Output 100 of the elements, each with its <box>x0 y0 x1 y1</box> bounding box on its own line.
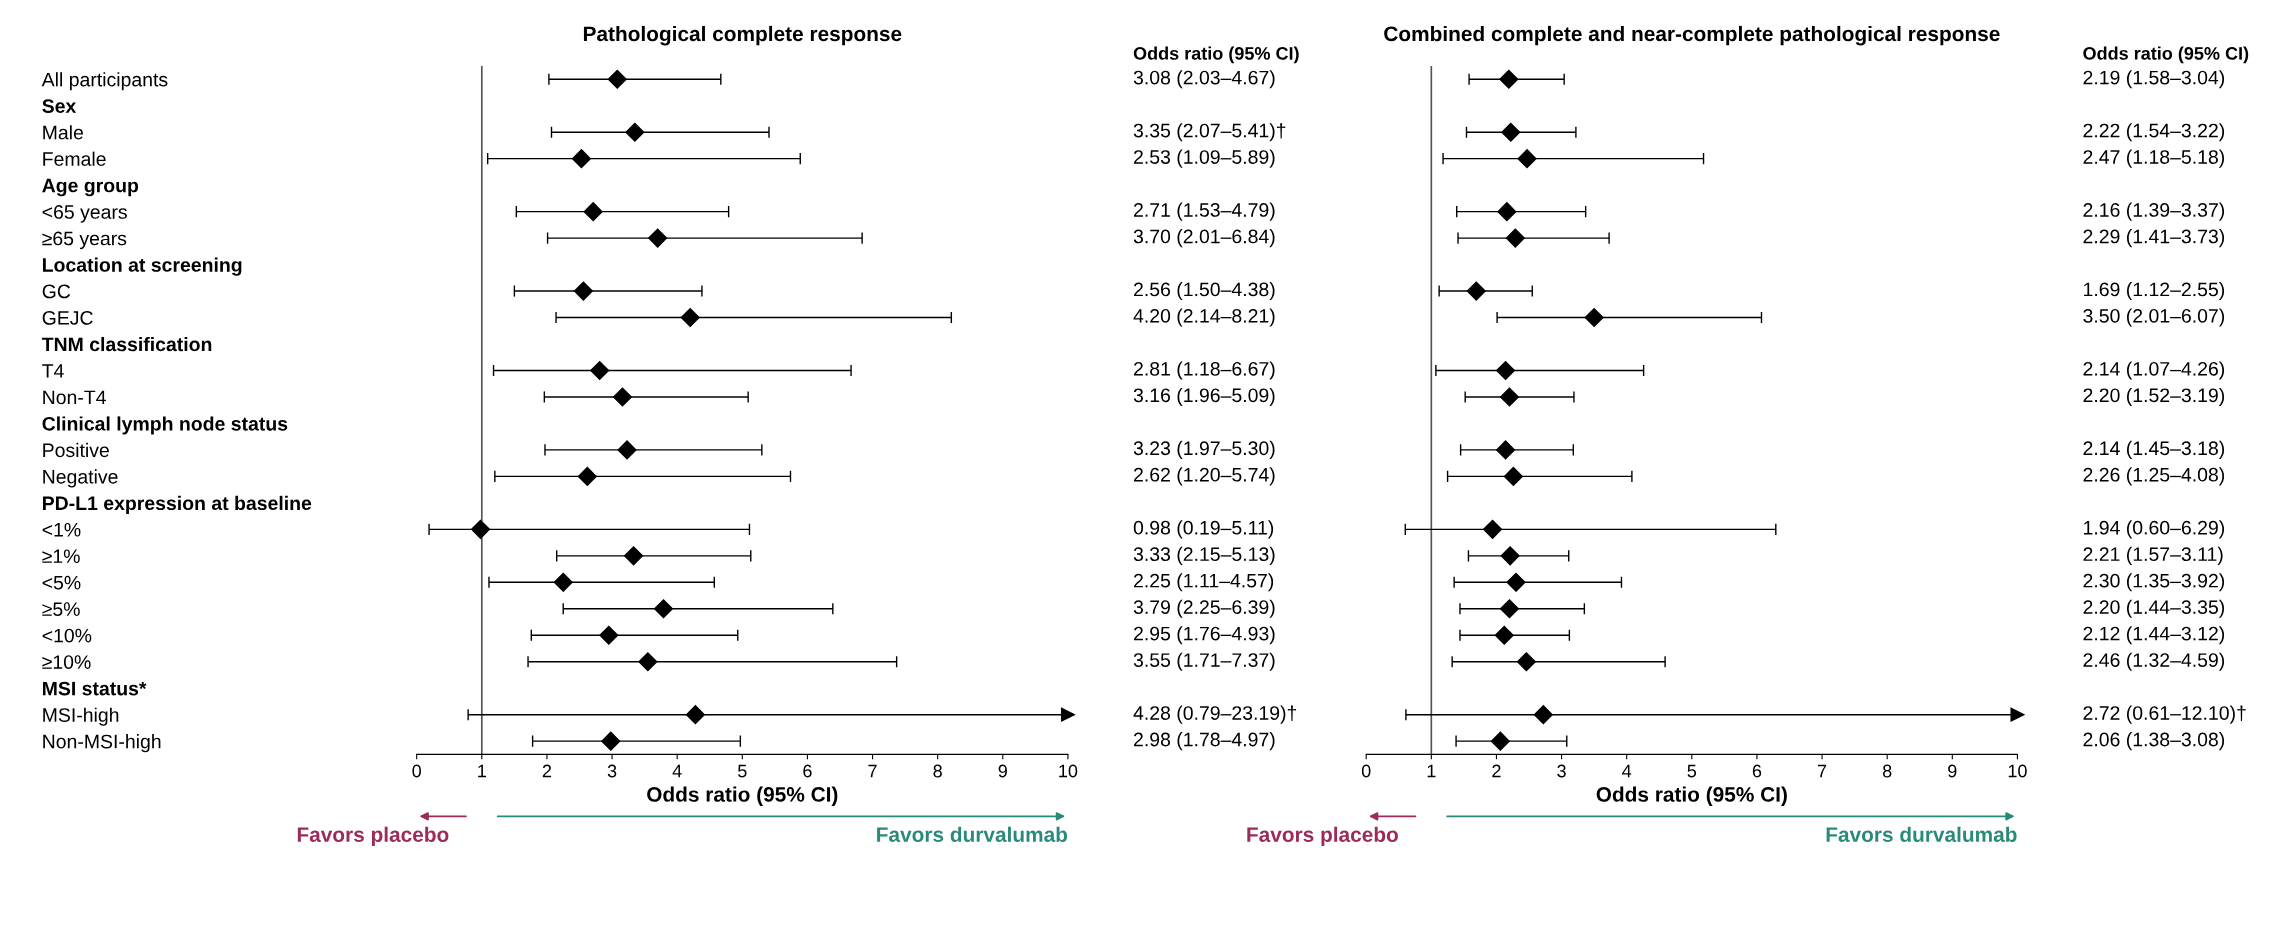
point <box>1499 599 1520 619</box>
x-tick-label: 2 <box>542 764 552 778</box>
point <box>1516 652 1536 672</box>
point <box>1501 122 1521 142</box>
text: 2.26 (1.25–4.08) <box>2083 467 2225 486</box>
point <box>1490 731 1510 751</box>
x-tick-label: 5 <box>738 764 747 778</box>
x-tick-label: 3 <box>607 764 617 778</box>
text: 2.14 (1.07–4.26) <box>2083 361 2225 380</box>
point <box>1499 387 1520 407</box>
y-tick-label: Clinical lymph node status <box>42 416 288 435</box>
y-tick-label: Negative <box>43 469 118 488</box>
text: 2.19 (1.58–3.04) <box>2083 70 2225 89</box>
text: 3.55 (1.71–7.37) <box>1133 652 1275 671</box>
y-tick-label: All participants <box>41 72 168 91</box>
text: 2.98 (1.78–4.97) <box>1134 732 1275 751</box>
x-tick-label: 8 <box>1882 764 1892 778</box>
text: 2.81 (1.18–6.67) <box>1134 361 1275 380</box>
x-axis-title: Odds ratio (95% CI) <box>647 786 838 806</box>
y-tick-label: Male <box>43 125 83 140</box>
point <box>1494 625 1514 645</box>
x-tick-label: 0 <box>412 764 422 778</box>
x-tick-label: 6 <box>1752 764 1762 778</box>
y-tick-label: ≥65 years <box>42 231 127 250</box>
text: 1.69 (1.12–2.55) <box>2084 282 2225 301</box>
point <box>685 705 705 725</box>
text: 2.62 (1.20–5.74) <box>1134 467 1275 486</box>
text: 2.20 (1.52–3.19) <box>2083 387 2225 407</box>
text: Favors placebo <box>297 826 449 847</box>
x-tick-label: 0 <box>1361 764 1371 778</box>
y-tick-label: ≥5% <box>42 602 80 617</box>
x-axis-title: Odds ratio (95% CI) <box>1596 786 1787 806</box>
text: 2.29 (1.41–3.73) <box>2083 229 2225 248</box>
text: 2.72 (0.61–12.10)† <box>2083 705 2246 724</box>
text: 4.20 (2.14–8.21) <box>1133 308 1275 327</box>
text: 3.16 (1.96–5.09) <box>1133 387 1275 407</box>
x-tick-label: 2 <box>1492 764 1501 778</box>
point <box>573 281 593 301</box>
point <box>1505 228 1525 248</box>
point <box>1496 360 1516 381</box>
point <box>1497 202 1517 222</box>
x-tick-label: 7 <box>868 764 877 778</box>
text: 2.25 (1.11–4.57) <box>1134 573 1274 592</box>
text: 3.23 (1.97–5.30) <box>1133 440 1275 459</box>
text: 2.06 (1.38–3.08) <box>2083 732 2225 751</box>
text: 2.14 (1.45–3.18) <box>2083 440 2225 459</box>
y-tick-label: GC <box>42 284 71 299</box>
point <box>590 360 610 381</box>
text: 2.47 (1.18–5.18) <box>2083 149 2225 168</box>
y-tick-label: Positive <box>43 442 109 458</box>
y-tick-label: MSI-high <box>43 707 119 726</box>
text: 3.79 (2.25–6.39) <box>1133 599 1275 618</box>
y-tick-label: Sex <box>42 99 77 113</box>
text: 3.33 (2.15–5.13) <box>1133 546 1275 565</box>
text: 2.30 (1.35–3.92) <box>2083 573 2225 592</box>
text: 2.20 (1.44–3.35) <box>2083 599 2225 618</box>
point <box>571 149 591 169</box>
text: 2.22 (1.54–3.22) <box>2083 123 2225 142</box>
text: 3.50 (2.01–6.07) <box>2083 308 2225 327</box>
point <box>601 731 621 751</box>
y-tick-label: Age group <box>42 178 139 197</box>
text: 2.46 (1.32–4.59) <box>2083 652 2225 671</box>
text: 2.21 (1.57–3.11) <box>2083 546 2223 565</box>
x-tick-label: 10 <box>1059 764 1078 778</box>
point <box>1503 466 1523 486</box>
y-tick-label: <10% <box>42 628 92 643</box>
text: 2.95 (1.76–4.93) <box>1134 626 1275 645</box>
point <box>653 599 674 619</box>
y-tick-label: T4 <box>42 364 64 378</box>
text: Favors durvalumab <box>1826 826 2017 842</box>
point <box>1506 572 1526 592</box>
point <box>638 652 658 672</box>
text: 0.98 (0.19–5.11) <box>1133 520 1274 539</box>
text: 4.28 (0.79–23.19)† <box>1133 705 1297 724</box>
point <box>612 387 633 407</box>
point <box>624 546 644 566</box>
y-tick-label: Non-MSI-high <box>43 734 161 753</box>
point <box>1483 519 1503 539</box>
point <box>599 625 619 645</box>
point <box>577 466 597 486</box>
y-tick-label: Non-T4 <box>43 390 106 405</box>
x-tick-label: 5 <box>1687 764 1697 778</box>
point <box>1466 281 1486 301</box>
point <box>1496 440 1516 460</box>
text: 1.94 (0.60–6.29) <box>2084 520 2225 539</box>
y-tick-label: MSI status* <box>42 681 147 696</box>
text: 3.08 (2.03–4.67) <box>1133 70 1275 89</box>
x-tick-label: 4 <box>672 764 682 778</box>
y-tick-label: PD-L1 expression at baseline <box>42 495 312 514</box>
y-tick-label: Location at screening <box>42 257 242 276</box>
chart-title: Pathological complete response <box>583 25 902 46</box>
point <box>1500 546 1520 566</box>
point <box>1533 705 1553 725</box>
text: Odds ratio (95% CI) <box>2083 46 2249 64</box>
y-tick-label: TNM classification <box>41 336 212 352</box>
point <box>470 519 491 539</box>
x-tick-label: 9 <box>998 764 1007 778</box>
x-tick-label: 1 <box>478 764 486 778</box>
y-tick-label: ≥1% <box>42 549 80 563</box>
point <box>1499 69 1519 89</box>
